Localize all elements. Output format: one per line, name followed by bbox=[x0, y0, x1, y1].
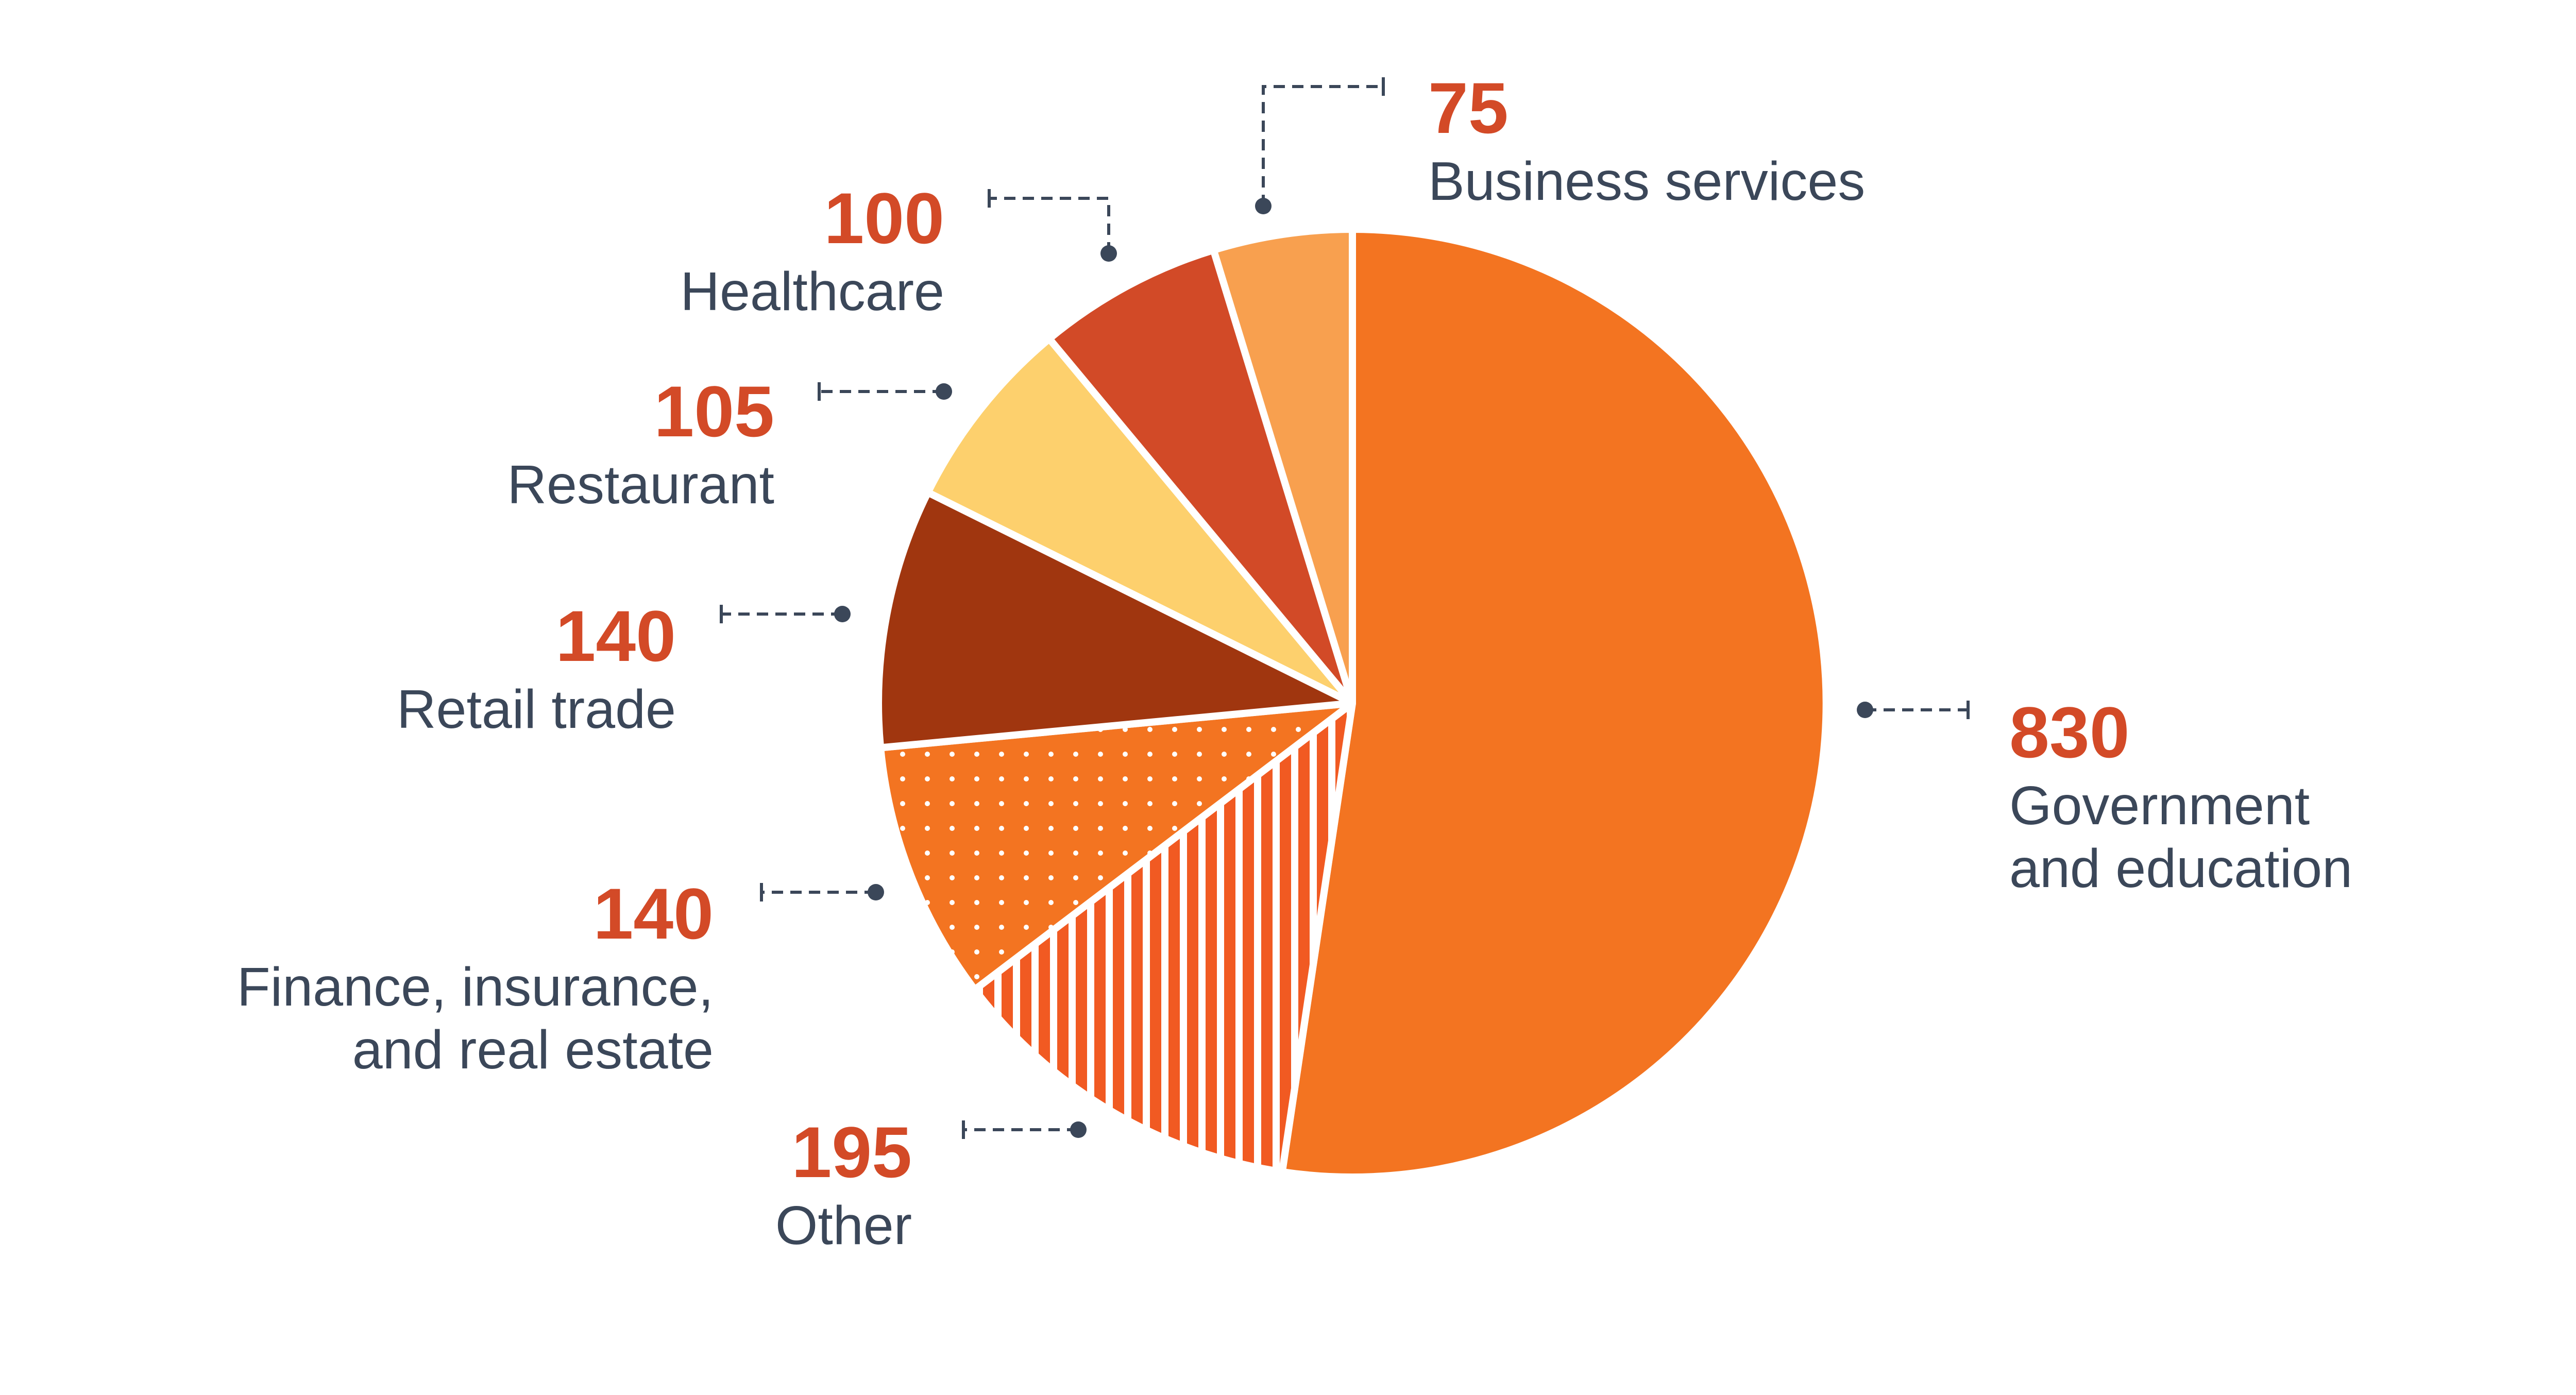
value-label-business-services: 75 bbox=[1428, 67, 1509, 148]
value-label-restaurant: 105 bbox=[654, 371, 774, 452]
leader-dot-restaurant bbox=[936, 383, 952, 400]
category-label-retail-trade: Retail trade bbox=[397, 679, 676, 740]
leader-dot-retail-trade bbox=[834, 606, 851, 622]
pie-slice-government bbox=[1278, 226, 1830, 1181]
category-label-government-line-2: and education bbox=[2009, 838, 2352, 899]
pie-slice-finance-insurance bbox=[877, 700, 1356, 994]
pie-slice-restaurant bbox=[924, 335, 1356, 707]
value-label-retail-trade: 140 bbox=[555, 596, 676, 676]
pie-slice-business-services bbox=[1210, 226, 1356, 707]
category-label-government-line-1: Government bbox=[2009, 775, 2310, 836]
category-label-business-services: Business services bbox=[1428, 151, 1865, 212]
category-label-healthcare: Healthcare bbox=[680, 261, 944, 322]
leader-dot-healthcare bbox=[1100, 245, 1117, 262]
leader-dot-business-services bbox=[1255, 198, 1272, 214]
pie-slice-healthcare bbox=[1045, 246, 1356, 707]
leader-dot-other bbox=[1070, 1121, 1087, 1138]
category-label-restaurant: Restaurant bbox=[507, 454, 774, 515]
pie-slice-other bbox=[971, 700, 1356, 1176]
value-label-government: 830 bbox=[2009, 692, 2130, 773]
pie-slices bbox=[875, 226, 1830, 1181]
pie-slice-retail-trade bbox=[875, 488, 1356, 752]
leader-line-healthcare bbox=[989, 197, 1110, 253]
category-label-finance-insurance-line-1: Finance, insurance, bbox=[237, 957, 714, 1017]
value-label-other: 195 bbox=[791, 1112, 912, 1193]
value-label-healthcare: 100 bbox=[824, 178, 944, 259]
category-label-other: Other bbox=[775, 1195, 912, 1256]
leader-line-business-services bbox=[1262, 85, 1383, 206]
category-label-finance-insurance-line-2: and real estate bbox=[352, 1019, 714, 1080]
value-label-finance-insurance: 140 bbox=[593, 873, 714, 954]
leader-dot-finance-insurance bbox=[868, 884, 884, 900]
leader-dot-government bbox=[1857, 702, 1873, 718]
